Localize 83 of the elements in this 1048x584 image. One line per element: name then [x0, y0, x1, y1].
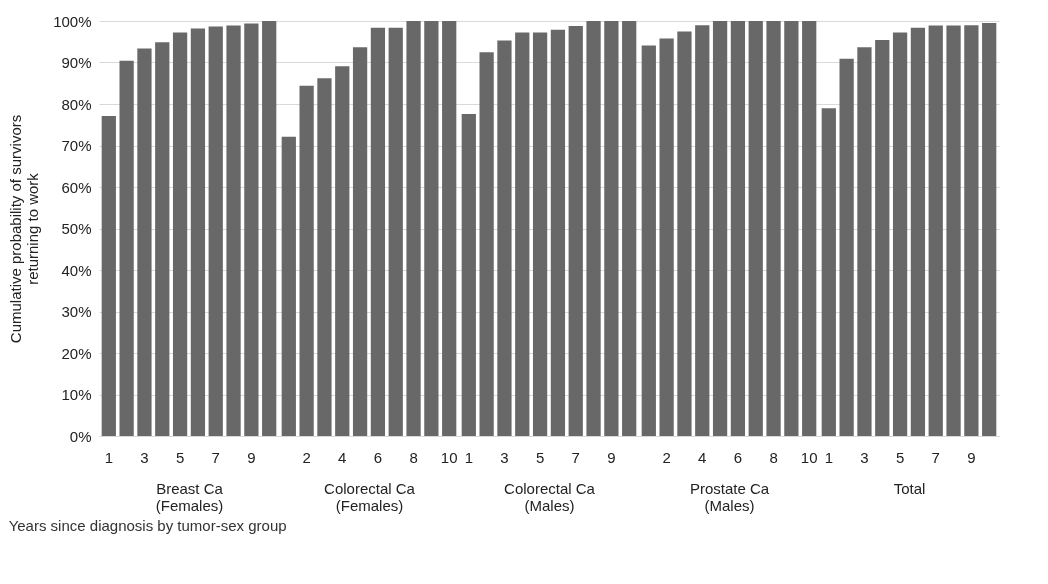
bar: [461, 113, 476, 436]
bar: [172, 32, 188, 436]
y-tick-label: 50%: [61, 220, 92, 237]
x-tick-label: 3: [860, 448, 869, 466]
bar: [910, 27, 926, 436]
x-tick-label: 5: [535, 448, 545, 466]
x-tick-label: 7: [571, 448, 580, 466]
x-axis-title: Prostate Ca (Males): [689, 479, 770, 514]
bar: [335, 66, 350, 436]
x-tick-label: 7: [211, 448, 220, 466]
x-tick-label: 1: [824, 448, 833, 466]
bar: [928, 25, 943, 436]
y-tick-label: 30%: [61, 303, 92, 320]
x-tick-label: 1: [464, 448, 473, 466]
bar: [839, 58, 854, 436]
text: Years since diagnosis by tumor-sex group: [8, 517, 287, 534]
y-tick-label: 90%: [61, 54, 92, 71]
bar: [568, 25, 583, 436]
x-tick-label: 8: [409, 448, 418, 466]
bar: [244, 23, 259, 436]
x-tick-label: 5: [895, 448, 905, 466]
bar: [550, 29, 566, 436]
bar: [875, 40, 890, 436]
bar: [208, 26, 223, 436]
y-tick-label: 40%: [61, 261, 92, 279]
bar: [317, 78, 332, 436]
bar: [622, 21, 637, 436]
x-tick-label: 9: [607, 448, 616, 466]
bar: [299, 85, 314, 436]
bar: [515, 32, 530, 436]
bar: [479, 52, 494, 436]
bar: [226, 25, 241, 436]
bar: [119, 60, 134, 436]
x-tick-label: 3: [140, 448, 149, 466]
y-axis-title: Cumulative probability of survivors returning to work: [7, 114, 42, 344]
x-axis-title: Colorectal Ca (Males): [504, 479, 596, 514]
x-tick-label: 4: [698, 448, 707, 466]
bar: [190, 28, 206, 436]
bar: [946, 25, 961, 436]
x-tick-label: 3: [500, 448, 509, 466]
y-tick-label: 10%: [61, 386, 92, 403]
y-tick-label: 0%: [69, 427, 92, 445]
bar: [532, 32, 548, 436]
x-tick-label: 10: [440, 448, 458, 466]
x-axis-title: Total: [893, 479, 926, 497]
bar: [406, 21, 421, 436]
bar: [586, 21, 601, 436]
bar: [155, 42, 170, 436]
y-tick-label: 70%: [61, 137, 92, 154]
x-tick-label: 6: [733, 448, 743, 466]
x-tick-label: 6: [373, 448, 383, 466]
x-tick-label: 5: [175, 448, 185, 466]
x-tick-label: 8: [769, 448, 778, 466]
bar: [821, 108, 836, 436]
y-tick-label: 100%: [53, 12, 92, 30]
x-tick-label: 2: [302, 448, 311, 466]
x-tick-label: 7: [931, 448, 940, 466]
bar: [101, 116, 116, 436]
bar: [262, 21, 277, 436]
bar: [281, 136, 296, 436]
x-tick-label: 9: [247, 448, 256, 466]
y-tick-label: 80%: [61, 95, 92, 113]
bar: [442, 21, 457, 436]
bar: [892, 32, 908, 436]
bar: [982, 23, 997, 436]
bar: [424, 21, 439, 436]
y-tick-label: 60%: [61, 178, 92, 196]
bar: [388, 27, 403, 436]
x-tick-label: 1: [104, 448, 113, 466]
x-tick-label: 9: [967, 448, 976, 466]
x-tick-label: 10: [800, 448, 818, 466]
bar: [137, 48, 152, 436]
x-tick-label: 2: [662, 448, 671, 466]
bar: [370, 27, 386, 436]
bar: [604, 21, 619, 436]
x-axis-title: Breast Ca (Females): [155, 479, 224, 514]
bar: [497, 40, 512, 436]
x-tick-label: 4: [338, 448, 347, 466]
bar: [964, 25, 979, 436]
x-axis-title: Colorectal Ca (Females): [324, 479, 416, 514]
bar: [857, 47, 872, 436]
bar: [352, 47, 368, 436]
y-tick-label: 20%: [61, 344, 92, 362]
